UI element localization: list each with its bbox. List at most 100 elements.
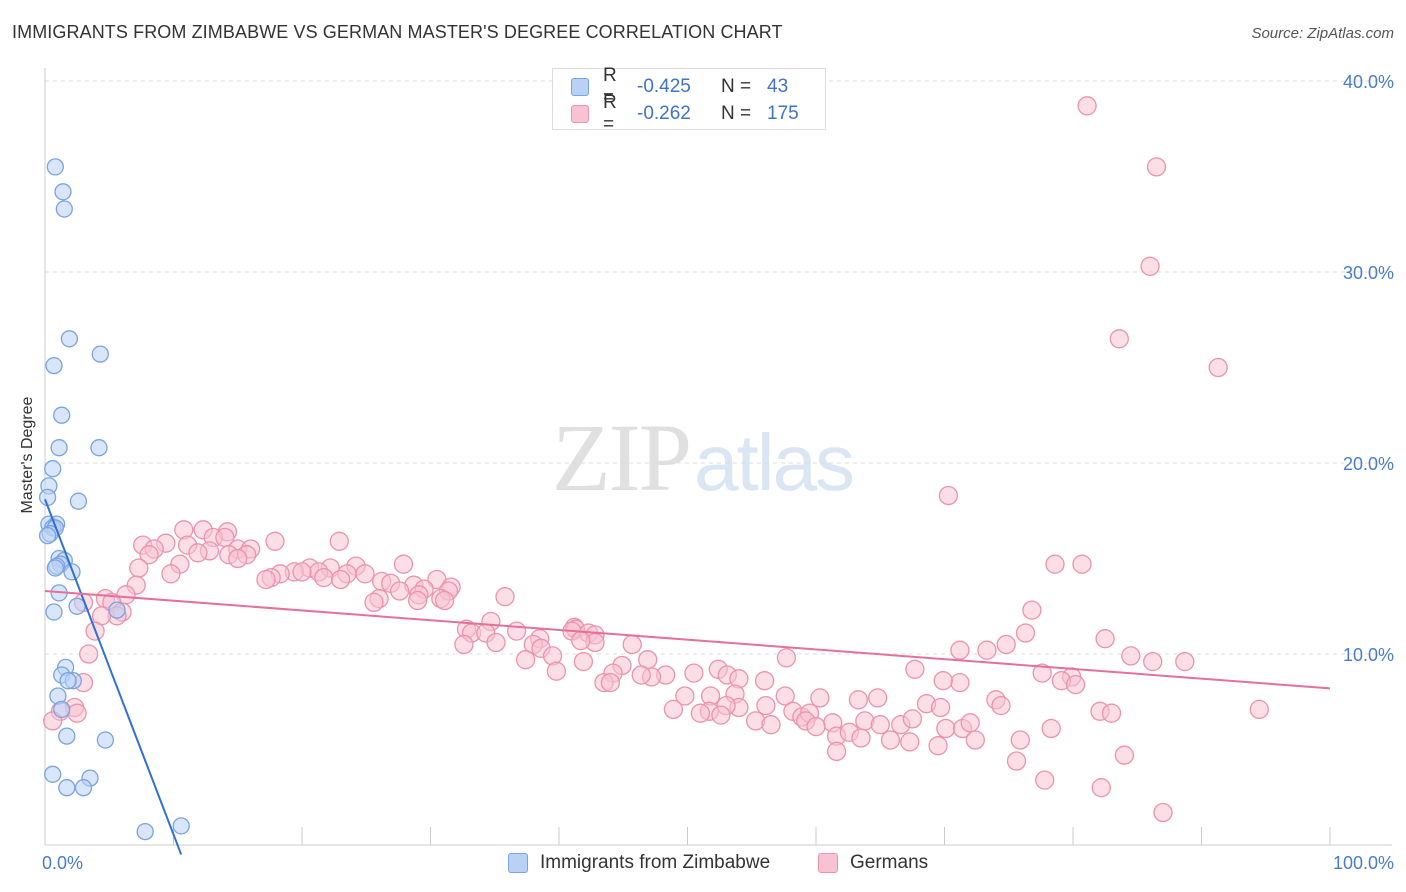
data-point (938, 485, 959, 506)
data-point (754, 671, 775, 691)
series-germans (43, 96, 1269, 823)
data-point (950, 672, 970, 693)
data-point (1153, 802, 1173, 823)
data-point (364, 592, 384, 613)
data-point (711, 705, 731, 725)
data-point (950, 640, 970, 660)
data-point (79, 644, 99, 664)
data-point (905, 659, 925, 679)
data-point (868, 688, 888, 708)
legend-item-germans: Germans (818, 852, 928, 874)
y-tick-label: 30.0% (1343, 263, 1394, 283)
data-point (129, 558, 149, 578)
data-point (188, 543, 208, 563)
data-point (870, 715, 890, 735)
axes (44, 68, 1392, 846)
data-point (46, 559, 64, 577)
data-point (58, 727, 76, 745)
gridlines (45, 80, 1392, 655)
data-point (54, 183, 72, 201)
data-point (675, 686, 695, 706)
data-point (46, 158, 64, 176)
data-point (1065, 674, 1086, 695)
data-point (330, 569, 351, 590)
legend-r-value: -0.262 (637, 103, 691, 124)
data-point (1175, 651, 1195, 672)
data-point (960, 713, 980, 733)
data-point (851, 728, 871, 748)
data-point (663, 699, 684, 720)
data-point (1041, 718, 1061, 739)
data-point (546, 661, 567, 681)
legend-row-germans: R = -0.262 N = 175 (571, 92, 799, 135)
legend-swatch-zimbabwe (571, 78, 589, 96)
data-point (573, 651, 594, 672)
data-point (314, 567, 334, 588)
data-point (1249, 699, 1269, 720)
data-point (390, 581, 410, 601)
data-point (600, 672, 621, 693)
y-tick-label: 20.0% (1343, 454, 1394, 474)
trend-line-zimbabwe (44, 498, 183, 855)
data-point (495, 587, 515, 607)
data-point (53, 406, 71, 424)
legend-r-value: -0.425 (637, 76, 691, 97)
legend-swatch-germans (818, 853, 838, 873)
data-point (407, 590, 428, 611)
data-point (1072, 554, 1092, 574)
legend-n-label: N = (721, 76, 752, 97)
legend-r-label: R = (603, 92, 617, 135)
data-point (756, 695, 776, 716)
data-point (96, 731, 115, 749)
series-zimbabwe (38, 158, 190, 841)
y-tick-label: 10.0% (1343, 645, 1394, 665)
data-point (1045, 554, 1065, 574)
data-point (136, 822, 154, 841)
data-point (292, 562, 312, 582)
data-point (1010, 730, 1030, 750)
legend-label-zimbabwe: Immigrants from Zimbabwe (540, 852, 771, 873)
series-legend: Immigrants from Zimbabwe Germans (0, 852, 1406, 878)
data-point (776, 648, 797, 668)
data-point (684, 663, 704, 683)
data-point (45, 603, 63, 621)
data-point (1032, 663, 1052, 683)
correlation-legend: R = -0.425 N = 43 R = -0.262 N = 175 (552, 65, 826, 135)
data-point (393, 554, 414, 574)
data-point (38, 526, 57, 545)
data-point (936, 718, 956, 739)
legend-label-germans: Germans (850, 852, 929, 873)
data-point (265, 531, 285, 551)
legend-swatch-germans (571, 105, 589, 123)
source-label: Source: ZipAtlas.com (1251, 25, 1394, 42)
data-point (434, 590, 455, 611)
data-point (1077, 96, 1097, 116)
data-point (38, 488, 57, 507)
data-point (1095, 629, 1115, 649)
data-point (68, 597, 86, 615)
data-point (44, 765, 62, 783)
data-point (571, 630, 591, 651)
data-point (826, 741, 847, 762)
data-point (806, 716, 826, 737)
data-point (108, 601, 126, 619)
x-tick-label: 100.0% (1333, 853, 1394, 873)
data-point (506, 621, 527, 641)
data-point (139, 545, 159, 565)
data-point (1143, 651, 1163, 672)
data-point (1035, 770, 1055, 790)
data-point (228, 548, 248, 569)
data-point (977, 640, 997, 660)
data-point (1114, 745, 1135, 765)
data-point (355, 564, 375, 584)
data-point (329, 531, 349, 551)
data-point (1006, 751, 1027, 771)
trend-lines (44, 498, 1331, 855)
data-point (1121, 646, 1141, 666)
data-point (965, 730, 985, 750)
data-point (172, 817, 190, 835)
data-point (44, 460, 62, 478)
data-point (761, 715, 781, 735)
data-point (1208, 357, 1228, 378)
